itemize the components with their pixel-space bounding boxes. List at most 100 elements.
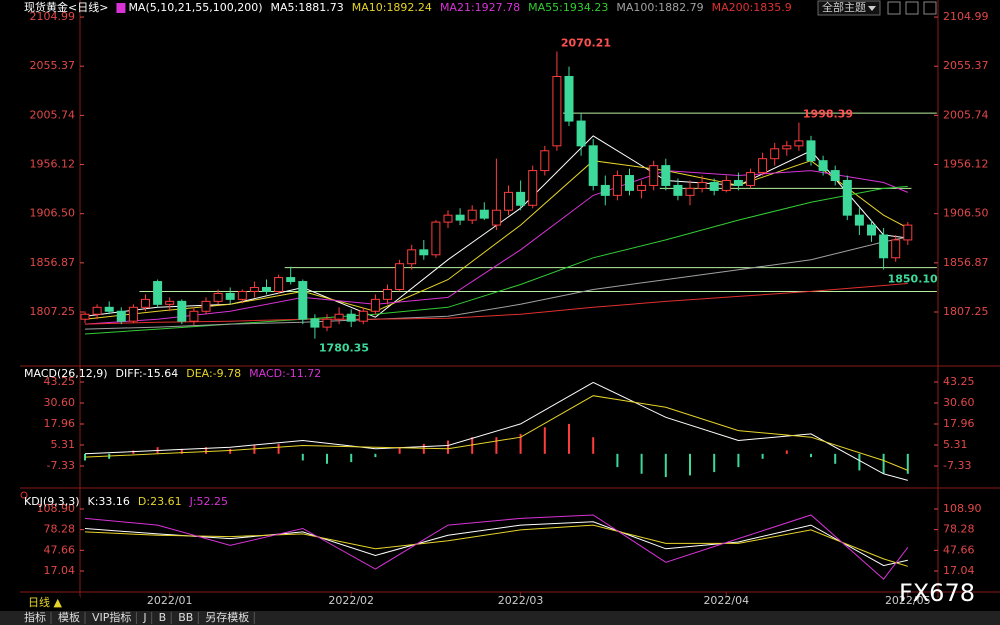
dropdown-arrow[interactable] bbox=[868, 6, 876, 11]
header-text: KDJ(9,3,3) bbox=[24, 495, 80, 508]
candle-body bbox=[370, 298, 380, 312]
candle-body bbox=[443, 214, 453, 223]
theme-select[interactable] bbox=[817, 0, 881, 16]
footer-tab[interactable]: J bbox=[142, 611, 146, 624]
icon[interactable] bbox=[887, 1, 901, 15]
candle-body bbox=[346, 313, 356, 322]
y-tick-label: 1906.50 bbox=[30, 207, 76, 220]
y-tick-label: 47.66 bbox=[44, 543, 76, 556]
candle-body bbox=[588, 145, 598, 186]
y-tick-label: 47.66 bbox=[943, 543, 975, 556]
candle-body bbox=[794, 140, 804, 147]
candle-body bbox=[128, 306, 138, 322]
y-tick-label: 2005.74 bbox=[943, 108, 989, 121]
y-tick-label: 43.25 bbox=[44, 375, 76, 388]
candle-body bbox=[80, 313, 90, 320]
x-tick-label: 2022/05 bbox=[885, 594, 931, 607]
candle-body bbox=[407, 249, 417, 265]
candle-body bbox=[867, 224, 876, 236]
candle-body bbox=[600, 184, 610, 196]
indicator-line bbox=[84, 521, 908, 567]
indicator-line bbox=[84, 514, 909, 580]
candle-body bbox=[733, 179, 743, 186]
footer-tab[interactable]: B bbox=[159, 611, 167, 624]
header-text: MA55:1934.23 bbox=[528, 1, 608, 14]
header-text: K:33.16 bbox=[88, 495, 130, 508]
footer-tab[interactable]: VIP指标 bbox=[92, 610, 131, 624]
candle-body bbox=[830, 170, 840, 181]
period[interactable]: 日线 ▲ bbox=[28, 595, 62, 609]
indicator-line bbox=[84, 236, 908, 330]
candle-body bbox=[479, 209, 489, 219]
candle-body bbox=[286, 277, 296, 283]
candle-body bbox=[153, 281, 163, 305]
candle-body bbox=[782, 145, 792, 150]
candle-body bbox=[455, 214, 465, 221]
footer-tab[interactable]: 另存模板 bbox=[205, 610, 249, 624]
icon[interactable] bbox=[905, 1, 919, 15]
candle-body bbox=[758, 158, 768, 174]
y-tick-label: 2104.99 bbox=[943, 10, 989, 23]
indicator-line bbox=[84, 381, 908, 481]
candle-body bbox=[709, 181, 719, 191]
candle-body bbox=[721, 179, 731, 191]
candle-body bbox=[249, 286, 259, 292]
candle-body bbox=[201, 300, 211, 312]
candle-body bbox=[358, 310, 368, 322]
y-tick-label: 30.60 bbox=[44, 396, 76, 409]
footer-tab[interactable]: 模板 bbox=[58, 610, 80, 624]
indicator-line bbox=[84, 524, 908, 567]
candle-body bbox=[262, 286, 271, 292]
y-tick-label: 17.04 bbox=[44, 564, 76, 577]
indicator-line bbox=[84, 170, 908, 325]
candle-body bbox=[746, 172, 755, 186]
header-text: DEA:-9.78 bbox=[186, 367, 241, 380]
footer-tab[interactable]: 指标 bbox=[24, 610, 46, 624]
candle-body bbox=[516, 191, 526, 206]
header-text: MACD(26,12,9) bbox=[24, 367, 108, 380]
y-tick-label: 1856.87 bbox=[30, 256, 76, 269]
candle-body bbox=[697, 181, 707, 189]
y-tick-label: 2055.37 bbox=[30, 59, 76, 72]
y-tick-label: 78.28 bbox=[943, 523, 975, 536]
y-tick-label: 17.04 bbox=[943, 564, 975, 577]
candle-body bbox=[431, 221, 441, 256]
theme-label[interactable]: 全部主题 bbox=[822, 0, 866, 14]
candle-body bbox=[225, 292, 235, 300]
watermark: FX678 bbox=[899, 579, 975, 607]
indicator-line bbox=[84, 395, 908, 471]
y-tick-label: 1807.25 bbox=[30, 305, 76, 318]
header-text: D:23.61 bbox=[138, 495, 182, 508]
y-tick-label: 1956.12 bbox=[30, 158, 76, 171]
candle-body bbox=[649, 165, 659, 186]
period-box[interactable] bbox=[20, 596, 80, 610]
header-text: MA200:1835.9 bbox=[712, 1, 792, 14]
y-tick-label: -7.33 bbox=[943, 459, 971, 472]
y-tick-label: 1856.87 bbox=[943, 256, 989, 269]
candle-body bbox=[491, 209, 501, 226]
icon[interactable] bbox=[923, 1, 937, 15]
y-tick-label: 30.60 bbox=[943, 396, 975, 409]
header-text: MA21:1927.78 bbox=[440, 1, 520, 14]
footer-tab[interactable]: BB bbox=[178, 611, 193, 624]
y-tick-label: 17.96 bbox=[943, 417, 975, 430]
candle-body bbox=[673, 184, 683, 196]
ma-icon bbox=[116, 3, 126, 13]
y-tick-label: 108.90 bbox=[37, 502, 76, 515]
header-text: MA(5,10,21,55,100,200) bbox=[128, 1, 262, 14]
candle-body bbox=[104, 306, 114, 312]
candle-body bbox=[637, 184, 647, 191]
y-tick-label: 17.96 bbox=[44, 417, 76, 430]
y-tick-label: 78.28 bbox=[44, 523, 76, 536]
header-text: MACD:-11.72 bbox=[249, 367, 321, 380]
candle-body bbox=[903, 224, 913, 241]
y-tick-label: 108.90 bbox=[943, 502, 982, 515]
candle-body bbox=[540, 150, 550, 172]
candle-body bbox=[842, 179, 852, 216]
candle-body bbox=[322, 318, 332, 328]
candle-body bbox=[383, 288, 392, 300]
candle-body bbox=[116, 310, 126, 322]
candle-body bbox=[879, 234, 889, 259]
header-text: 现货黄金<日线> bbox=[24, 0, 108, 14]
